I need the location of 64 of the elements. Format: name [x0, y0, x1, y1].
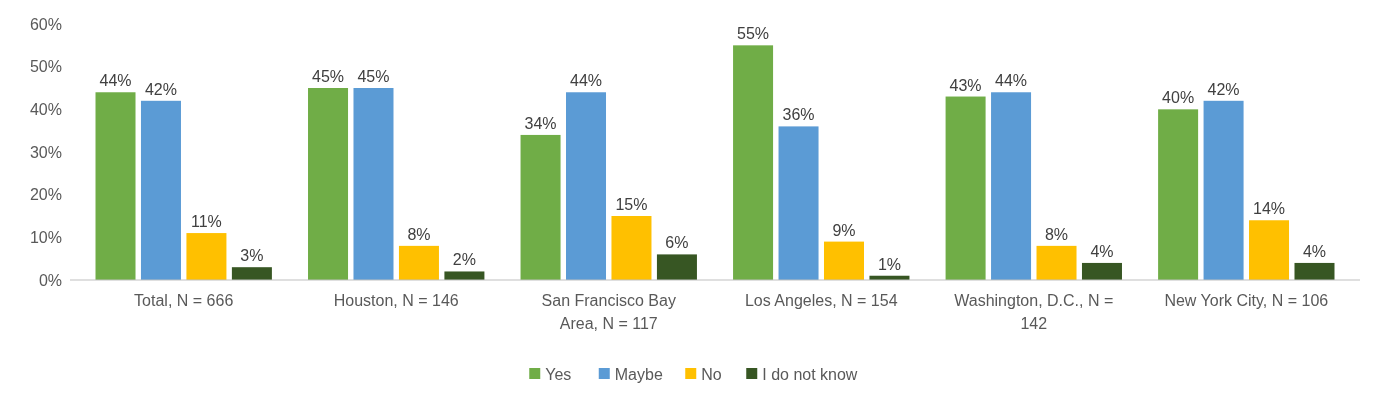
bar: [1158, 109, 1199, 280]
x-tick-label: Houston, N = 146: [333, 292, 459, 309]
data-label: 4%: [1302, 242, 1327, 260]
x-tick-label: San Francisco Bay Area, N = 117: [541, 292, 676, 332]
bar: [566, 92, 607, 280]
bar: [823, 241, 864, 280]
y-tick-label: 0%: [38, 271, 62, 289]
data-label: 42%: [1207, 80, 1240, 98]
bar: [1036, 245, 1077, 280]
bar: [1249, 220, 1290, 280]
bar: [1203, 100, 1244, 280]
data-label: 44%: [569, 72, 603, 90]
bar: [991, 92, 1032, 280]
bar: [444, 271, 485, 280]
x-tick-label: Total, N = 666: [134, 292, 234, 309]
data-label: 2%: [452, 251, 476, 269]
legend-label: No: [701, 365, 722, 383]
data-label: 3%: [240, 247, 264, 265]
data-label: 36%: [782, 106, 815, 124]
data-label: 11%: [191, 213, 222, 231]
y-tick-label: 10%: [29, 228, 62, 246]
data-label: 8%: [407, 225, 431, 243]
y-tick-label: 20%: [29, 186, 62, 204]
bar: [398, 245, 439, 280]
data-label: 14%: [1253, 200, 1286, 218]
bar: [733, 45, 774, 280]
x-tick-label: Washington, D.C., N = 142: [954, 292, 1114, 332]
bar: [1081, 262, 1122, 280]
data-label: 40%: [1162, 89, 1195, 107]
data-label: 44%: [995, 72, 1028, 90]
bar: [353, 88, 394, 280]
y-tick-label: 50%: [29, 58, 62, 76]
data-label: 8%: [1044, 225, 1069, 243]
bar: [1294, 262, 1335, 280]
bar: [778, 126, 819, 280]
data-label: 4%: [1090, 242, 1114, 260]
data-label: 42%: [144, 80, 177, 98]
bar: [140, 100, 181, 280]
data-label: 1%: [877, 255, 902, 273]
bar: [520, 134, 561, 280]
data-label: 44%: [99, 72, 132, 90]
x-tick-label: Los Angeles, N = 154: [744, 292, 898, 309]
data-label: 43%: [949, 76, 982, 94]
y-tick-label: 60%: [29, 15, 62, 33]
data-label: 45%: [357, 68, 390, 85]
bar: [656, 254, 697, 280]
bar: [308, 88, 349, 280]
legend-label: Yes: [545, 365, 572, 383]
bar: [95, 92, 136, 280]
bar: [186, 233, 227, 280]
bar: [611, 216, 652, 280]
y-tick-label: 40%: [29, 100, 62, 118]
y-tick-label: 30%: [29, 143, 62, 161]
data-label: 34%: [524, 114, 557, 132]
legend-label: I do not know: [762, 365, 858, 383]
legend-label: Maybe: [614, 365, 663, 383]
bar: [231, 267, 272, 280]
data-label: 9%: [832, 221, 856, 239]
data-label: 45%: [312, 68, 345, 85]
data-label: 55%: [737, 25, 770, 43]
data-label: 15%: [615, 196, 648, 213]
x-tick-label: New York City, N = 106: [1164, 292, 1329, 309]
bar: [945, 96, 986, 280]
data-label: 6%: [665, 234, 689, 252]
